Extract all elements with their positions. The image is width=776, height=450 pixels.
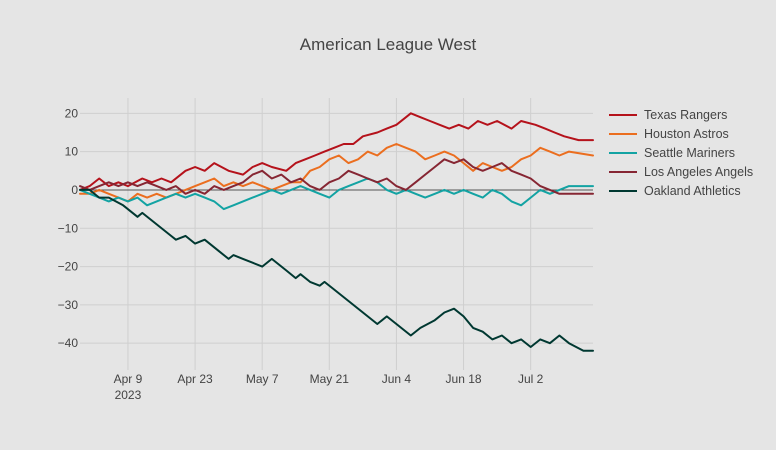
y-tick-label: 20	[65, 106, 79, 120]
legend-item-texas-rangers[interactable]: Texas Rangers	[609, 108, 727, 122]
legend-label: Oakland Athletics	[644, 184, 741, 198]
x-tick-label: Jun 4	[382, 372, 412, 386]
y-tick-label: 10	[65, 145, 79, 159]
grid	[80, 98, 593, 370]
y-axis-ticks: 20 10 0 −10 −20 −30 −40	[58, 106, 79, 350]
y-tick-label: −30	[58, 298, 79, 312]
y-tick-label: −40	[58, 336, 79, 350]
x-tick-label: May 21	[310, 372, 350, 386]
chart-title: American League West	[300, 35, 477, 54]
series-line-oakland-athletics	[79, 188, 594, 352]
y-tick-label: −20	[58, 260, 79, 274]
legend-label: Seattle Mariners	[644, 146, 735, 160]
series-line-texas-rangers	[79, 112, 594, 191]
x-axis-ticks: Apr 9 2023 Apr 23 May 7 May 21 Jun 4 Jun 18 Jul…	[114, 372, 544, 402]
y-tick-label: 0	[71, 183, 78, 197]
legend: Texas Rangers Houston Astros Seattle Marin…	[609, 108, 753, 198]
x-tick-label: Jul 2	[518, 372, 544, 386]
legend-label: Los Angeles Angels	[644, 165, 753, 179]
legend-item-houston-astros[interactable]: Houston Astros	[609, 127, 729, 141]
legend-item-oakland-athletics[interactable]: Oakland Athletics	[609, 184, 741, 198]
legend-item-seattle-mariners[interactable]: Seattle Mariners	[609, 146, 735, 160]
series-line-los-angeles-angels	[79, 158, 594, 195]
series-line-seattle-mariners	[79, 177, 594, 211]
x-tick-year-label: 2023	[115, 388, 142, 402]
x-tick-label: May 7	[246, 372, 279, 386]
x-tick-label: Apr 9	[114, 372, 143, 386]
legend-label: Houston Astros	[644, 127, 729, 141]
legend-label: Texas Rangers	[644, 108, 727, 122]
legend-item-los-angeles-angels[interactable]: Los Angeles Angels	[609, 165, 753, 179]
x-tick-label: Jun 18	[446, 372, 482, 386]
series-lines	[79, 112, 594, 352]
y-tick-label: −10	[58, 221, 79, 235]
x-tick-label: Apr 23	[177, 372, 213, 386]
series-line-houston-astros	[79, 143, 594, 203]
